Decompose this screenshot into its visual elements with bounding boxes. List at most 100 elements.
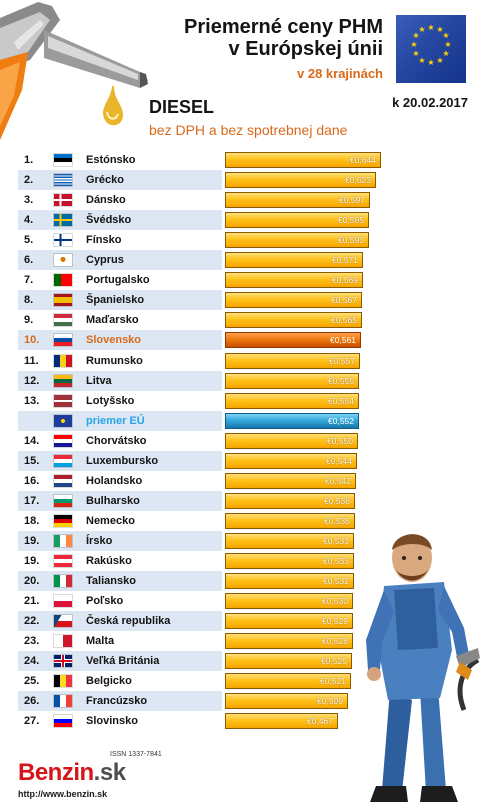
fuel-type-label: DIESEL bbox=[149, 97, 215, 117]
country-name: Írsko bbox=[86, 534, 113, 547]
country-name: Belgicko bbox=[86, 675, 132, 688]
country-name: Rumunsko bbox=[86, 354, 143, 367]
price-bar: €0,561 bbox=[225, 332, 361, 349]
rank-label: 5. bbox=[24, 234, 34, 247]
country-name: priemer EÚ bbox=[86, 414, 145, 427]
rank-label: 7. bbox=[24, 274, 34, 287]
country-name: Chorvátsko bbox=[86, 434, 147, 447]
row-cyprus: 6. Cyprus €0,571 bbox=[18, 250, 380, 271]
price-label: €0,532 bbox=[323, 576, 349, 587]
svg-text:★: ★ bbox=[410, 40, 417, 49]
row-portugalsko: 7. Portugalsko €0,569 bbox=[18, 270, 380, 290]
country-name: Bulharsko bbox=[86, 494, 140, 507]
price-bar: €0,542 bbox=[225, 472, 356, 489]
price-label: €0,533 bbox=[323, 535, 349, 546]
flag-fr-icon bbox=[54, 695, 72, 708]
price-bar: €0,536 bbox=[225, 492, 355, 509]
flag-es-icon bbox=[54, 294, 72, 307]
row-litva: 12. Litva €0,555 bbox=[18, 370, 380, 391]
country-name: Veľká Británia bbox=[86, 655, 160, 668]
svg-text:★: ★ bbox=[436, 25, 443, 34]
price-label: €0,552 bbox=[328, 415, 354, 426]
row-priemer-eu: priemer EÚ €0,552 bbox=[18, 410, 380, 431]
price-bar: €0,544 bbox=[225, 452, 357, 469]
country-name: Španielsko bbox=[86, 294, 145, 307]
row-irsko: 19. Írsko €0,533 bbox=[18, 530, 380, 551]
row-lotyssko: 13. Lotyšsko €0,554 bbox=[18, 391, 380, 411]
country-name: Maďarsko bbox=[86, 314, 139, 327]
price-bar: €0,529 bbox=[225, 613, 353, 630]
flag-de-icon bbox=[54, 514, 72, 527]
price-bar: €0,528 bbox=[225, 633, 353, 650]
rank-label: 19. bbox=[24, 534, 40, 547]
svg-text:★: ★ bbox=[442, 31, 449, 40]
row-bulharsko: 17. Bulharsko €0,536 bbox=[18, 490, 380, 511]
flag-hu-icon bbox=[54, 314, 72, 327]
row-nemecko: 18. Nemecko €0,535 bbox=[18, 511, 380, 531]
row-rakusko: 19. Rakúsko €0,533 bbox=[18, 551, 380, 571]
svg-text:★: ★ bbox=[436, 56, 443, 65]
rank-label: 17. bbox=[24, 494, 40, 507]
country-name: Grécko bbox=[86, 174, 124, 187]
price-label: €0,554 bbox=[328, 395, 354, 406]
country-name: Poľsko bbox=[86, 595, 124, 608]
rank-label: 16. bbox=[24, 474, 40, 487]
price-label: €0,467 bbox=[307, 716, 333, 727]
rank-label: 9. bbox=[24, 314, 34, 327]
chart-title-line1: Priemerné ceny PHM bbox=[184, 16, 383, 38]
rank-label: 19. bbox=[24, 555, 40, 567]
row-taliansko: 20. Taliansko €0,532 bbox=[18, 571, 380, 592]
eu-flag-icon: ★ ★★ ★★★ ★★★ ★★★ bbox=[396, 15, 466, 83]
site-url: http://www.benzin.sk bbox=[18, 789, 108, 799]
gas-station-worker-illustration bbox=[366, 534, 480, 802]
price-bar: €0,554 bbox=[225, 392, 359, 409]
rank-label: 22. bbox=[24, 615, 40, 628]
rank-label: 10. bbox=[24, 334, 40, 347]
price-bar: €0,593 bbox=[225, 232, 369, 249]
country-name: Lotyšsko bbox=[86, 394, 135, 407]
price-label: €0,623 bbox=[345, 175, 371, 186]
price-bar: €0,550 bbox=[225, 432, 358, 449]
price-bar: €0,597 bbox=[225, 192, 370, 209]
country-name: Portugalsko bbox=[86, 274, 150, 287]
rank-label: 18. bbox=[24, 514, 40, 527]
country-name: Rakúsko bbox=[86, 555, 132, 567]
flag-bg-icon bbox=[54, 494, 72, 507]
price-bar: €0,533 bbox=[225, 553, 354, 569]
flag-nl-icon bbox=[54, 474, 72, 487]
country-name: Slovinsko bbox=[86, 715, 138, 728]
price-label: €0,533 bbox=[323, 556, 349, 566]
rank-label: 1. bbox=[24, 154, 34, 166]
flag-it-icon bbox=[54, 575, 72, 588]
price-bar: €0,555 bbox=[225, 372, 359, 389]
price-label: €0,530 bbox=[322, 596, 348, 607]
row-francuzsko: 26. Francúzsko €0,509 bbox=[18, 691, 380, 712]
rank-label: 12. bbox=[24, 374, 40, 387]
row-ceska-republika: 22. Česká republika €0,529 bbox=[18, 611, 380, 632]
price-bar: €0,565 bbox=[225, 312, 362, 329]
logo-brand: Benzin bbox=[18, 759, 94, 786]
svg-text:★: ★ bbox=[418, 25, 425, 34]
svg-text:★: ★ bbox=[412, 31, 419, 40]
flag-eu-icon bbox=[54, 414, 72, 427]
rank-label: 20. bbox=[24, 575, 40, 588]
price-bar: €0,535 bbox=[225, 512, 355, 529]
fuel-nozzle-illustration bbox=[0, 2, 148, 140]
svg-text:★: ★ bbox=[427, 58, 434, 67]
row-polsko: 21. Poľsko €0,530 bbox=[18, 591, 380, 611]
price-label: €0,535 bbox=[324, 515, 350, 526]
rank-label: 4. bbox=[24, 214, 34, 227]
flag-pl-icon bbox=[54, 595, 72, 608]
price-label: €0,529 bbox=[322, 616, 348, 627]
country-name: Francúzsko bbox=[86, 695, 148, 708]
flag-hr-icon bbox=[54, 434, 72, 447]
row-chorvatsko: 14. Chorvátsko €0,550 bbox=[18, 431, 380, 451]
price-label: €0,593 bbox=[338, 235, 364, 246]
flag-fi-icon bbox=[54, 234, 72, 247]
rank-label: 25. bbox=[24, 675, 40, 688]
flag-cy-icon bbox=[54, 254, 72, 267]
flag-ee-icon bbox=[54, 154, 72, 166]
row-slovinsko: 27. Slovinsko €0,467 bbox=[18, 711, 380, 731]
country-name: Dánsko bbox=[86, 194, 126, 207]
